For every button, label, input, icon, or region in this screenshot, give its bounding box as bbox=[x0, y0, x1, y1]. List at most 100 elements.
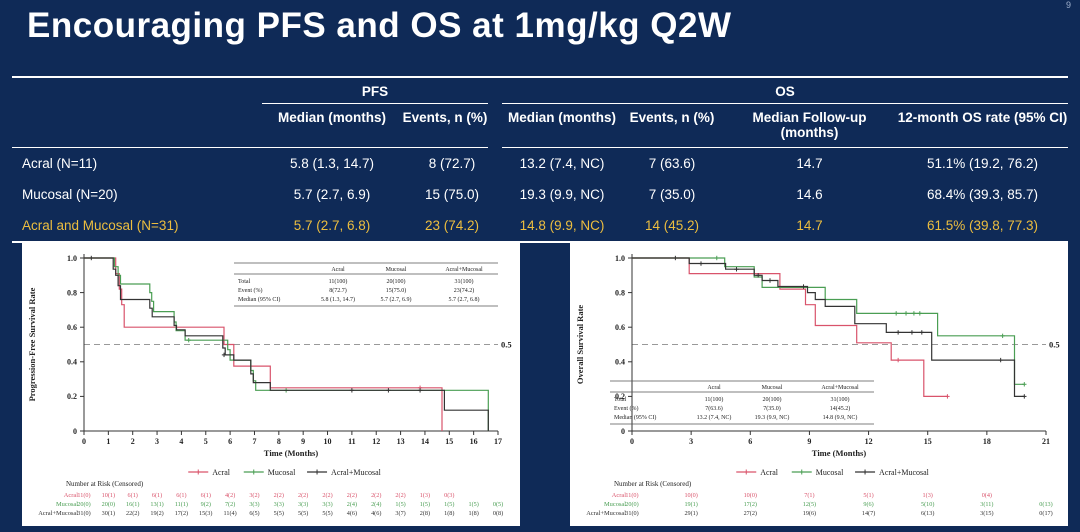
svg-text:15(3): 15(3) bbox=[199, 510, 212, 517]
svg-text:3(3): 3(3) bbox=[298, 501, 308, 508]
svg-text:14.8 (9.9, NC): 14.8 (9.9, NC) bbox=[823, 414, 858, 421]
column-header: Events, n (%) bbox=[402, 104, 488, 148]
svg-text:0.8: 0.8 bbox=[615, 288, 625, 297]
svg-text:5(5): 5(5) bbox=[322, 510, 332, 517]
svg-text:Mucosal: Mucosal bbox=[268, 468, 296, 477]
svg-text:3(2): 3(2) bbox=[249, 492, 259, 499]
svg-text:5(5): 5(5) bbox=[274, 510, 284, 517]
svg-text:Progression-Free Survival Rate: Progression-Free Survival Rate bbox=[27, 287, 37, 401]
svg-text:2(2): 2(2) bbox=[322, 492, 332, 499]
summary-cell: 8 (72.7) bbox=[428, 156, 476, 171]
svg-text:2(2): 2(2) bbox=[371, 492, 381, 499]
svg-text:0(4): 0(4) bbox=[982, 492, 992, 499]
svg-text:6: 6 bbox=[228, 437, 232, 446]
column-header-spacer bbox=[12, 104, 262, 148]
svg-text:Acral+Mucosal: Acral+Mucosal bbox=[586, 510, 626, 517]
svg-text:20(0): 20(0) bbox=[102, 501, 115, 508]
svg-text:1(8): 1(8) bbox=[444, 510, 454, 517]
svg-text:12: 12 bbox=[865, 437, 873, 446]
svg-text:15: 15 bbox=[445, 437, 453, 446]
svg-text:3(11): 3(11) bbox=[980, 501, 993, 508]
svg-text:30(1): 30(1) bbox=[102, 510, 115, 517]
svg-text:13(1): 13(1) bbox=[150, 501, 163, 508]
svg-text:20(0): 20(0) bbox=[625, 501, 638, 508]
svg-text:0.2: 0.2 bbox=[615, 392, 625, 401]
svg-text:9: 9 bbox=[807, 437, 811, 446]
svg-text:Acral: Acral bbox=[64, 492, 78, 499]
svg-text:0(8): 0(8) bbox=[493, 510, 503, 517]
svg-text:Acral: Acral bbox=[612, 492, 626, 499]
svg-text:0.2: 0.2 bbox=[67, 392, 77, 401]
summary-table: PFS OS Median (months) Events, n (%) Med… bbox=[12, 76, 1068, 243]
summary-cell: 5.7 (2.7, 6.8) bbox=[293, 218, 371, 233]
svg-text:10(0): 10(0) bbox=[744, 492, 757, 499]
svg-text:7(2): 7(2) bbox=[225, 501, 235, 508]
svg-text:2(2): 2(2) bbox=[274, 492, 284, 499]
svg-text:3(3): 3(3) bbox=[274, 501, 284, 508]
row-label-highlighted: Acral and Mucosal (N=31) bbox=[22, 218, 179, 233]
svg-text:Acral: Acral bbox=[212, 468, 231, 477]
svg-text:6(1): 6(1) bbox=[176, 492, 186, 499]
svg-text:10(0): 10(0) bbox=[684, 492, 697, 499]
pfs-chart-card: 0.5 0 1 2 3 4 5 6 7 8 9 10 11 12 13 14 15 16 17 0 0.2 0.4 0.6 0… bbox=[22, 243, 520, 526]
os-km-chart: 0.5 0 3 6 9 12 15 18 21 0 0.2 0.4 0.6 0.8 1.0 Time (Mon… bbox=[575, 254, 1060, 517]
svg-text:5.7 (2.7, 6.9): 5.7 (2.7, 6.9) bbox=[381, 296, 412, 303]
svg-text:15: 15 bbox=[924, 437, 932, 446]
svg-text:Number at Risk (Censored): Number at Risk (Censored) bbox=[66, 480, 144, 488]
svg-text:14(7): 14(7) bbox=[862, 510, 875, 517]
summary-cell: 14.8 (9.9, NC) bbox=[519, 218, 605, 233]
svg-text:14(45.2): 14(45.2) bbox=[830, 405, 851, 412]
summary-cell: 5.8 (1.3, 14.7) bbox=[289, 156, 375, 171]
svg-text:20(100): 20(100) bbox=[763, 396, 782, 403]
svg-text:6(1): 6(1) bbox=[128, 492, 138, 499]
svg-text:2(2): 2(2) bbox=[298, 492, 308, 499]
svg-text:Mucosal: Mucosal bbox=[762, 385, 783, 391]
svg-text:11(1): 11(1) bbox=[175, 501, 188, 508]
svg-text:Total: Total bbox=[238, 279, 251, 285]
summary-cell: 23 (74.2) bbox=[424, 218, 480, 233]
summary-cell: 51.1% (19.2, 76.2) bbox=[926, 156, 1039, 171]
svg-text:20(0): 20(0) bbox=[77, 501, 90, 508]
summary-cell: 5.7 (2.7, 6.9) bbox=[293, 187, 371, 202]
svg-text:31(100): 31(100) bbox=[831, 396, 850, 403]
group-header-os: OS bbox=[502, 78, 1068, 104]
slide-title: Encouraging PFS and OS at 1mg/kg Q2W bbox=[27, 6, 732, 45]
svg-text:9(6): 9(6) bbox=[863, 501, 873, 508]
pfs-km-chart: 0.50 1 2 3 4 5 6 7 8 9 10 11 12 13 14 15 16 1700.20.40.60… bbox=[27, 254, 512, 517]
summary-cell: 7 (35.0) bbox=[648, 187, 696, 202]
svg-text:Acral+Mucosal: Acral+Mucosal bbox=[445, 267, 483, 273]
svg-text:0(17): 0(17) bbox=[1039, 510, 1052, 517]
svg-text:2: 2 bbox=[131, 437, 135, 446]
svg-text:6(13): 6(13) bbox=[921, 510, 934, 517]
svg-text:3(15): 3(15) bbox=[980, 510, 993, 517]
svg-text:2(2): 2(2) bbox=[347, 492, 357, 499]
column-header: Median (months) bbox=[262, 104, 402, 148]
svg-text:27(2): 27(2) bbox=[744, 510, 757, 517]
svg-text:11(100): 11(100) bbox=[705, 396, 724, 403]
svg-text:Acral: Acral bbox=[760, 468, 779, 477]
svg-text:Median (95% CI): Median (95% CI) bbox=[614, 414, 656, 421]
summary-cell: 68.4% (39.3, 85.7) bbox=[926, 187, 1039, 202]
svg-text:12: 12 bbox=[372, 437, 380, 446]
summary-cell: 61.5% (39.8, 77.3) bbox=[926, 218, 1039, 233]
svg-text:Overall Survival Rate: Overall Survival Rate bbox=[575, 305, 585, 385]
summary-cell: 14.6 bbox=[796, 187, 823, 202]
svg-text:11(4): 11(4) bbox=[224, 510, 237, 517]
svg-text:6: 6 bbox=[748, 437, 752, 446]
svg-text:Acral+Mucosal: Acral+Mucosal bbox=[821, 385, 859, 391]
svg-text:0.4: 0.4 bbox=[615, 358, 625, 367]
charts-row: 0.5 0 1 2 3 4 5 6 7 8 9 10 11 12 13 14 15 16 17 0 0.2 0.4 0.6 0… bbox=[22, 243, 1068, 526]
svg-text:31(0): 31(0) bbox=[77, 510, 90, 517]
svg-text:20(100): 20(100) bbox=[387, 278, 406, 285]
svg-text:0.5: 0.5 bbox=[501, 340, 512, 350]
svg-text:0: 0 bbox=[621, 427, 625, 436]
column-header: 12-month OS rate (95% CI) bbox=[897, 104, 1068, 148]
svg-text:4(2): 4(2) bbox=[225, 492, 235, 499]
os-chart-card: 0.5 0 3 6 9 12 15 18 21 0 0.2 0.4 0.6 0.8 1.0 Time (Mon… bbox=[570, 243, 1068, 526]
svg-text:0(5): 0(5) bbox=[493, 501, 503, 508]
svg-text:Acral+Mucosal: Acral+Mucosal bbox=[38, 510, 78, 517]
summary-cell: 14.7 bbox=[796, 218, 823, 233]
svg-text:17(2): 17(2) bbox=[175, 510, 188, 517]
svg-text:15(75.0): 15(75.0) bbox=[386, 287, 407, 294]
